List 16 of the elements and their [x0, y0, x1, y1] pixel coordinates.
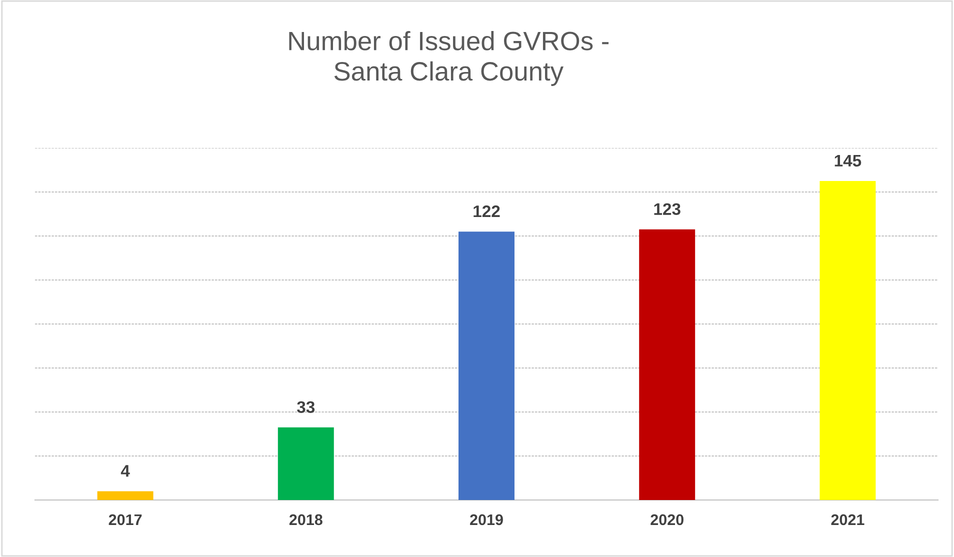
data-label: 123 — [654, 203, 680, 216]
x-tick-label: 2017 — [108, 514, 142, 526]
data-label: 122 — [474, 205, 500, 218]
data-label: 4 — [120, 465, 130, 477]
bar — [639, 229, 696, 500]
bar — [278, 427, 334, 500]
x-tick-label: 2019 — [470, 514, 503, 526]
bar — [458, 232, 514, 500]
data-label: 145 — [834, 154, 862, 167]
bar — [97, 491, 154, 500]
x-tick-label: 2021 — [831, 514, 864, 526]
x-tick-label: 2018 — [289, 514, 322, 526]
bar — [820, 181, 876, 500]
data-label: 33 — [297, 401, 315, 414]
chart-title: Number of Issued GVROs - Santa Clara County — [289, 31, 609, 86]
x-tick-label: 2020 — [650, 514, 684, 526]
